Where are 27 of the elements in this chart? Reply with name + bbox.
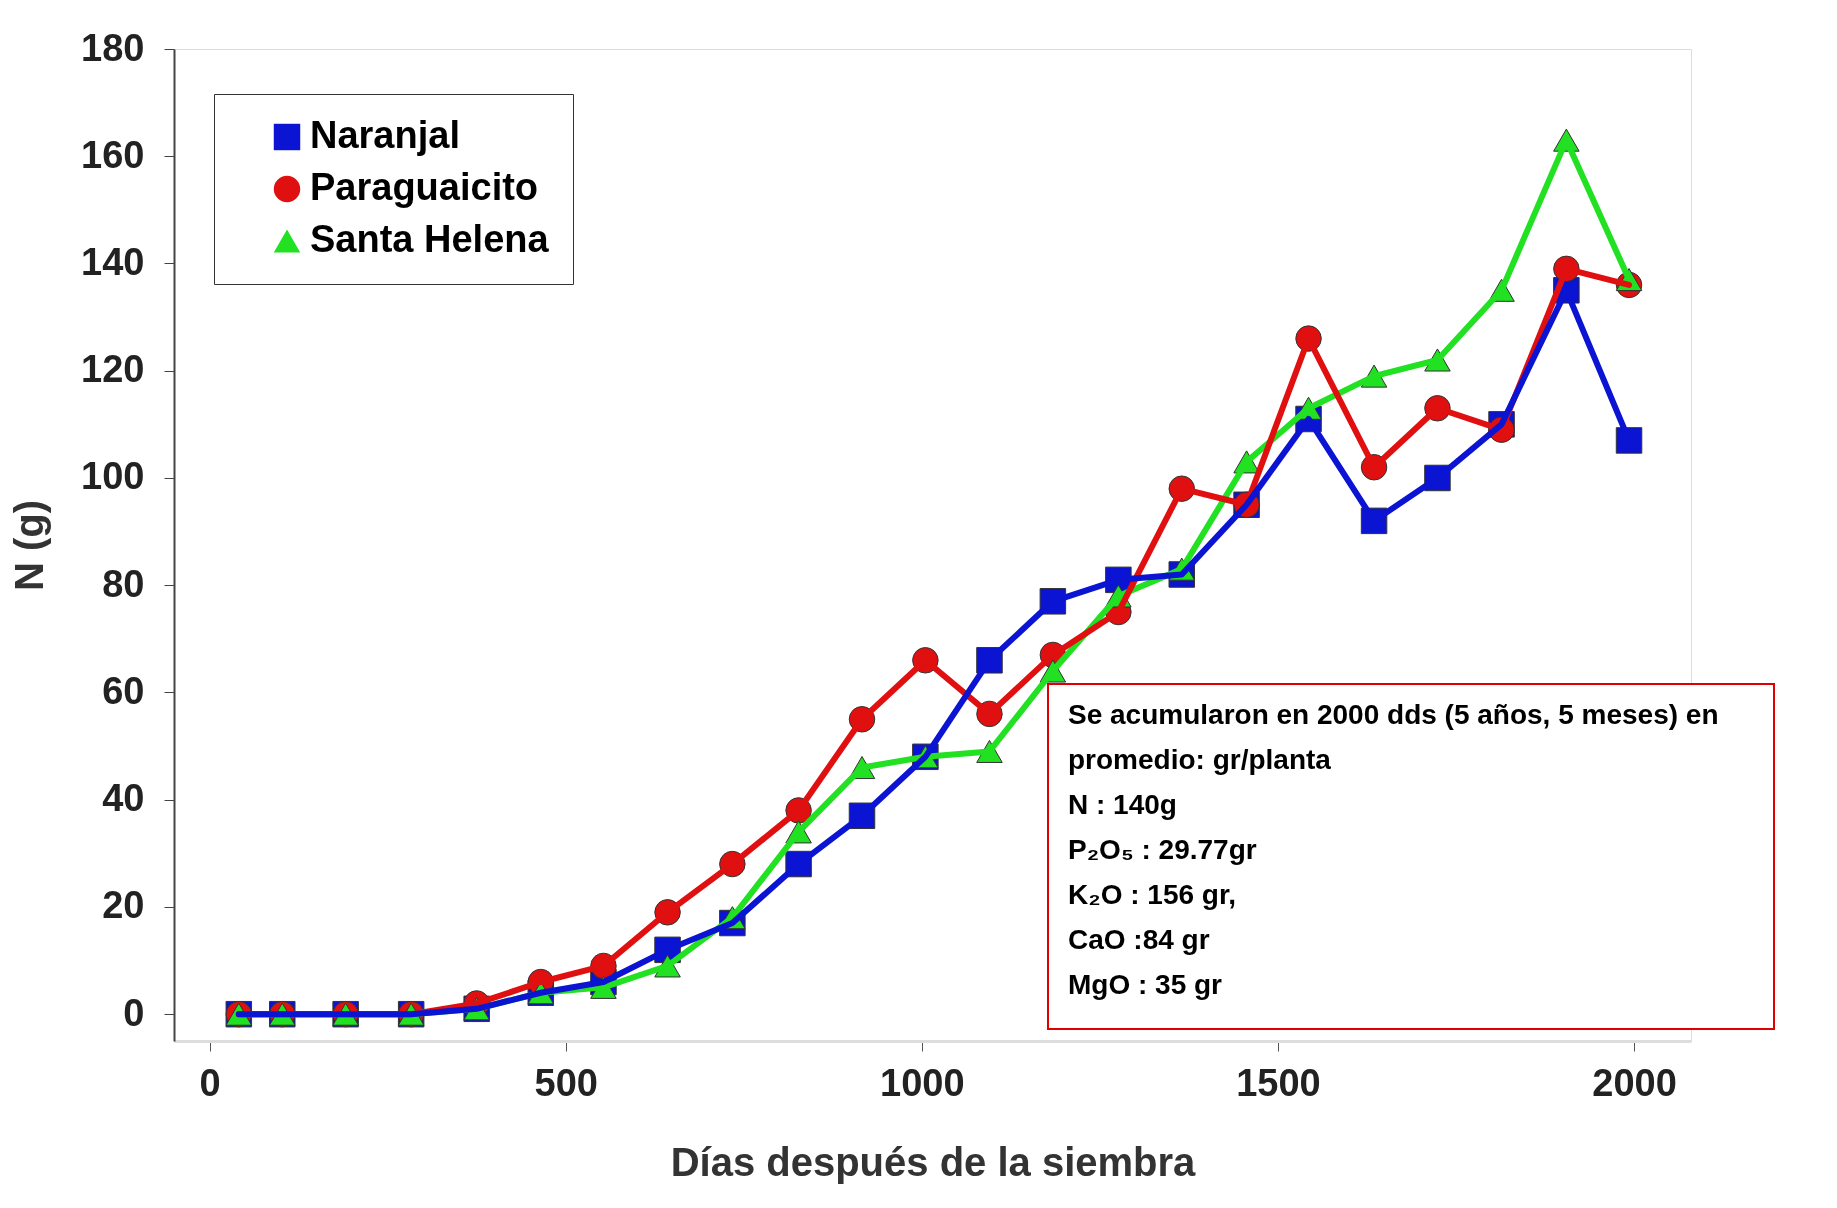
annotation: CaO :84 gr: [1068, 924, 1210, 955]
y-axis-title: N (g): [7, 499, 52, 592]
annotation: Se acumularon en 2000 dds (5 años, 5 meses) en: [1068, 699, 1719, 730]
x-tick-label: 2000: [1592, 1061, 1677, 1104]
y-tick-label: 140: [81, 240, 145, 283]
legend-label: Naranjal: [310, 114, 460, 156]
annotation: P₂O₅ : 29.77gr: [1068, 834, 1257, 865]
x-axis-title: Días después de la siembra: [670, 1139, 1197, 1184]
y-tick-label: 0: [123, 991, 145, 1034]
x-tick-label: 1000: [880, 1061, 965, 1104]
x-tick-label: 500: [534, 1061, 598, 1104]
x-tick-label: 0: [199, 1061, 221, 1104]
y-tick-label: 60: [102, 669, 145, 712]
y-tick-label: 180: [81, 26, 145, 69]
annotation: K₂O : 156 gr,: [1068, 879, 1237, 910]
legend-label: Santa Helena: [310, 218, 550, 260]
annotation: promedio: gr/planta: [1068, 744, 1332, 775]
y-tick-label: 40: [102, 777, 145, 820]
y-tick-label: 100: [81, 455, 145, 498]
y-tick-label: 160: [81, 133, 145, 176]
legend-label: Paraguaicito: [310, 166, 539, 208]
y-tick-label: 80: [102, 562, 145, 605]
annotation: MgO : 35 gr: [1068, 969, 1223, 1000]
y-tick-label: 20: [102, 884, 145, 927]
y-tick-label: 120: [81, 348, 145, 391]
x-tick-label: 1500: [1236, 1061, 1321, 1104]
annotation: N : 140g: [1068, 789, 1177, 820]
